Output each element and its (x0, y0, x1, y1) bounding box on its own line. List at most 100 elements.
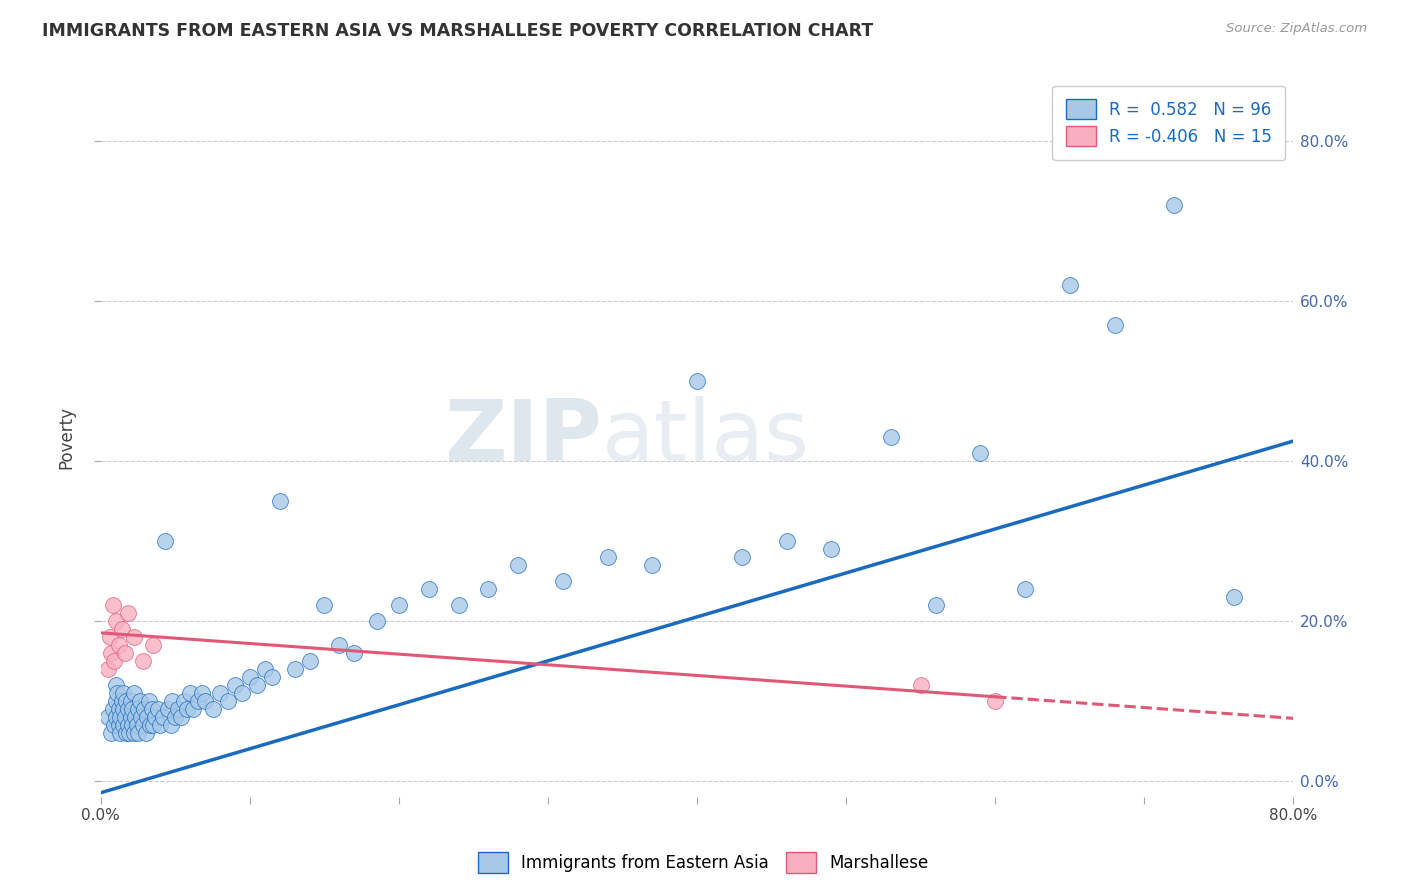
Point (165, 710, 187, 724)
Point (122, 725, 145, 739)
Point (104, 614, 127, 628)
Point (110, 710, 132, 724)
Point (224, 678, 246, 692)
Text: Source: ZipAtlas.com: Source: ZipAtlas.com (1226, 22, 1367, 36)
Point (477, 582, 499, 596)
Point (162, 694, 184, 708)
Point (269, 494, 291, 508)
Point (138, 694, 160, 708)
Point (551, 574, 574, 588)
Point (111, 694, 134, 708)
Point (253, 662, 276, 676)
Point (153, 533, 176, 548)
Point (142, 718, 165, 732)
Point (125, 718, 148, 732)
Point (820, 541, 842, 556)
Point (114, 710, 136, 724)
Legend: R =  0.582   N = 96, R = -0.406   N = 15: R = 0.582 N = 96, R = -0.406 N = 15 (1052, 86, 1285, 160)
Point (181, 702, 204, 716)
Point (596, 549, 619, 564)
Point (170, 710, 193, 724)
Point (131, 654, 153, 668)
Point (142, 638, 165, 652)
Point (127, 725, 149, 739)
Point (686, 374, 709, 388)
Point (107, 638, 129, 652)
Point (117, 606, 139, 620)
Point (143, 710, 166, 724)
Point (98, 630, 121, 644)
Point (176, 702, 198, 716)
Legend: Immigrants from Eastern Asia, Marshallese: Immigrants from Eastern Asia, Marshalles… (471, 846, 935, 880)
Point (105, 686, 128, 700)
Point (284, 662, 307, 676)
Point (246, 678, 269, 692)
Point (924, 598, 946, 612)
Point (121, 718, 143, 732)
Point (239, 670, 262, 684)
Point (191, 686, 214, 700)
Point (969, 446, 991, 460)
Point (107, 702, 129, 716)
Point (366, 614, 388, 628)
Point (775, 533, 797, 548)
Point (160, 718, 183, 732)
Point (156, 702, 179, 716)
Point (146, 702, 169, 716)
Point (112, 702, 135, 716)
Point (104, 678, 127, 692)
Point (1059, 278, 1081, 293)
Point (120, 710, 142, 724)
Text: atlas: atlas (602, 395, 810, 478)
Point (217, 694, 239, 708)
Point (100, 725, 122, 739)
Point (1222, 590, 1244, 604)
Point (167, 702, 190, 716)
Point (128, 694, 150, 708)
Point (201, 702, 224, 716)
Point (122, 630, 145, 644)
Point (112, 718, 135, 732)
Point (131, 718, 153, 732)
Point (100, 646, 122, 660)
Point (104, 694, 127, 708)
Point (179, 686, 201, 700)
Point (97, 662, 120, 676)
Point (343, 646, 366, 660)
Point (112, 686, 135, 700)
Point (314, 598, 336, 612)
Point (111, 622, 134, 636)
Point (209, 686, 232, 700)
Point (187, 694, 209, 708)
Point (127, 702, 149, 716)
Text: ZIP: ZIP (444, 395, 602, 478)
Point (152, 710, 174, 724)
Point (136, 710, 159, 724)
Point (110, 725, 132, 739)
Point (118, 725, 141, 739)
Point (135, 725, 157, 739)
Point (262, 670, 284, 684)
Point (1104, 318, 1126, 333)
Point (103, 718, 125, 732)
Point (101, 702, 124, 716)
Point (1163, 198, 1185, 212)
Point (141, 702, 163, 716)
Point (194, 694, 217, 708)
Point (388, 598, 411, 612)
Point (115, 725, 138, 739)
Point (117, 702, 139, 716)
Point (139, 718, 162, 732)
Point (103, 654, 125, 668)
Point (114, 646, 136, 660)
Point (641, 558, 664, 572)
Point (97, 710, 120, 724)
Point (104, 710, 127, 724)
Point (132, 702, 155, 716)
Point (121, 702, 143, 716)
Point (124, 710, 146, 724)
Point (298, 654, 321, 668)
Point (115, 694, 138, 708)
Point (731, 549, 754, 564)
Point (984, 694, 1007, 708)
